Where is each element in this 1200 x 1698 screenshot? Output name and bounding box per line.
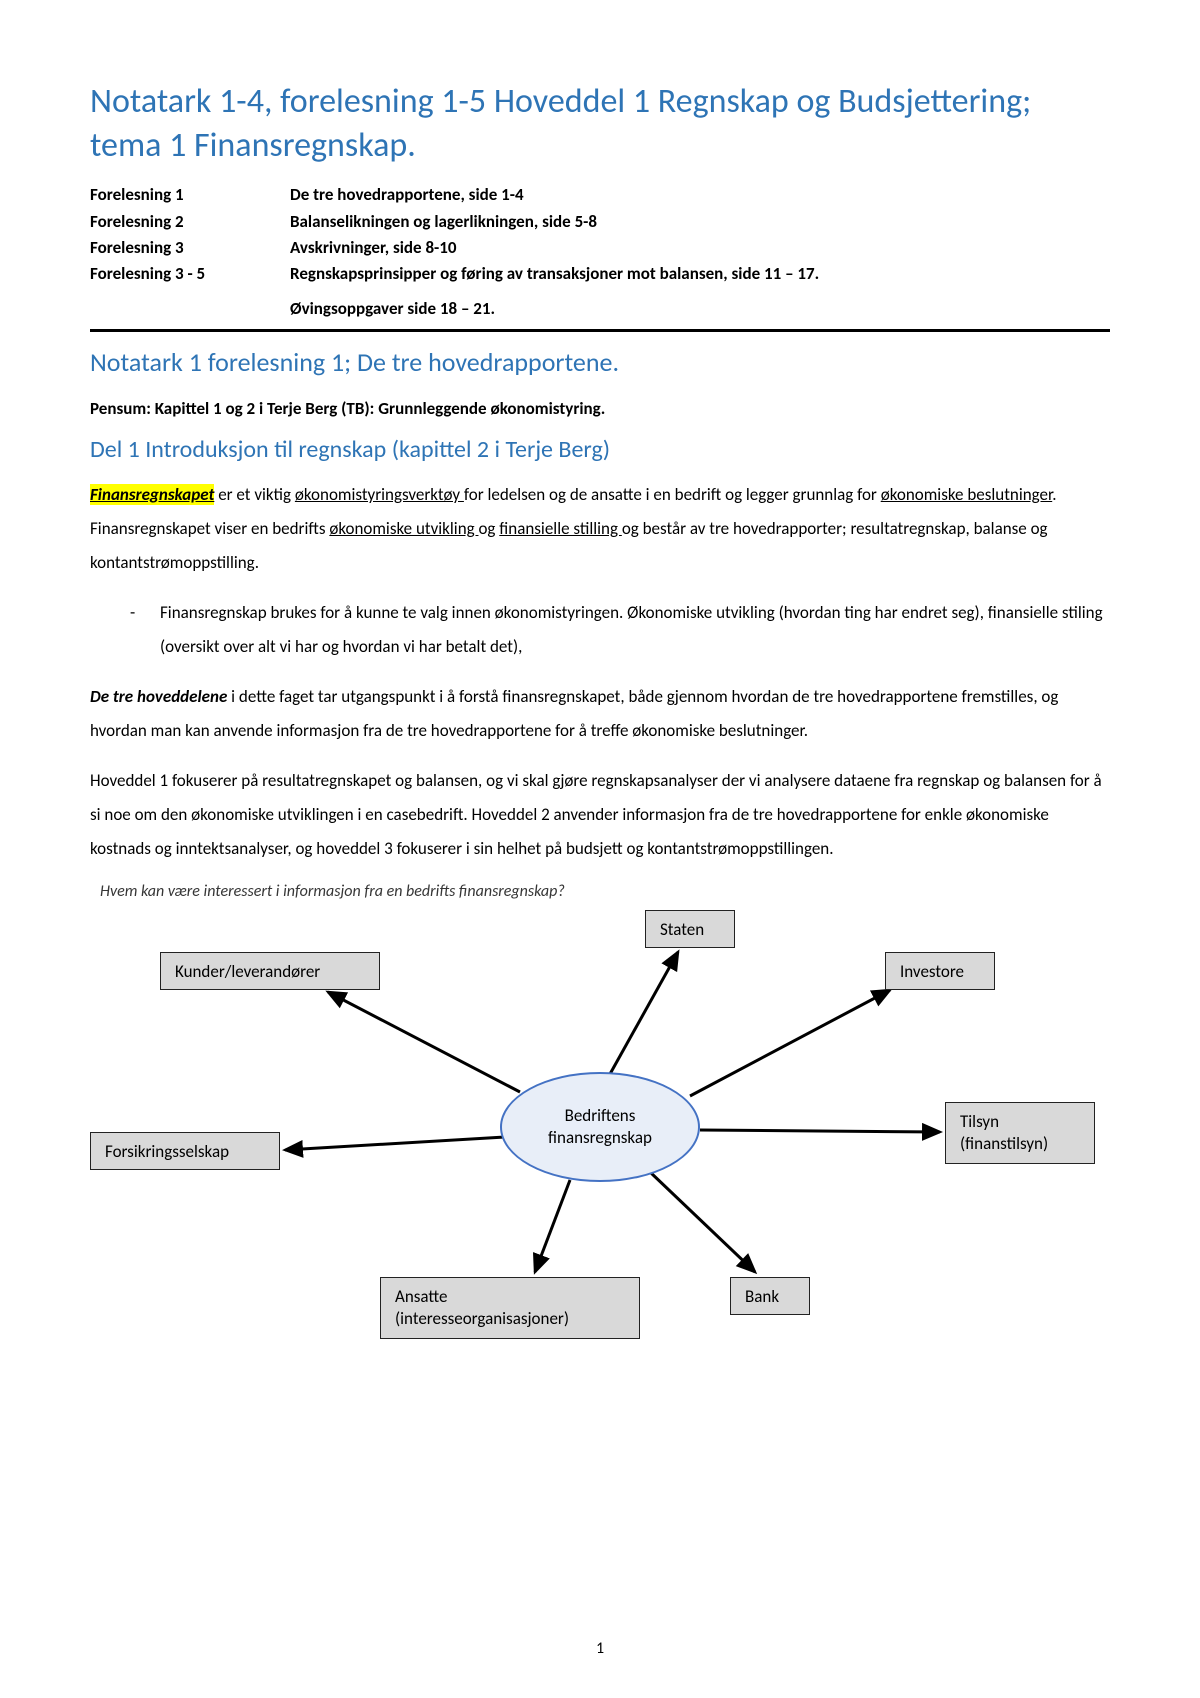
toc-row: Forelesning 3 - 5 Regnskapsprinsipper og… xyxy=(90,261,1110,287)
text: i dette faget tar utgangspunkt i å forst… xyxy=(90,686,1058,741)
toc-row: Forelesning 2 Balanselikningen og lagerl… xyxy=(90,209,1110,235)
diagram-node-kunder: Kunder/leverandører xyxy=(160,952,380,990)
toc-label: Forelesning 2 xyxy=(90,209,290,235)
underlined-term: økonomiske beslutninger xyxy=(881,484,1053,505)
paragraph-2: De tre hoveddelene i dette faget tar utg… xyxy=(90,680,1110,748)
bullet-marker: - xyxy=(130,596,160,664)
diagram-node-staten: Staten xyxy=(645,910,735,948)
pensum-line: Pensum: Kapittel 1 og 2 i Terje Berg (TB… xyxy=(90,398,1110,419)
diagram-center-node: Bedriftens finansregnskap xyxy=(500,1072,700,1182)
underlined-term: finansielle stilling xyxy=(499,518,622,539)
toc-label: Forelesning 3 - 5 xyxy=(90,261,290,287)
bullet-item: - Finansregnskap brukes for å kunne te v… xyxy=(90,596,1110,664)
text: for ledelsen og de ansatte i en bedrift … xyxy=(464,484,881,505)
page-number: 1 xyxy=(0,1639,1200,1658)
toc-label: Forelesning 1 xyxy=(90,182,290,208)
diagram-node-ansatte: Ansatte (interesseorganisasjoner) xyxy=(380,1277,640,1339)
underlined-term: økonomistyringsverktøy xyxy=(295,484,464,505)
del-title: Del 1 Introduksjon til regnskap (kapitte… xyxy=(90,435,1110,464)
toc-row: Forelesning 3 Avskrivninger, side 8-10 xyxy=(90,235,1110,261)
text: og xyxy=(478,518,499,539)
toc-desc: De tre hovedrapportene, side 1-4 xyxy=(290,182,1110,208)
toc-desc: Balanselikningen og lagerlikningen, side… xyxy=(290,209,1110,235)
underlined-term: økonomiske utvikling xyxy=(329,518,478,539)
bold-term: De tre hoveddelene xyxy=(90,686,227,707)
toc-desc: Regnskapsprinsipper og føring av transak… xyxy=(290,261,1110,287)
diagram-caption: Hvem kan være interessert i informasjon … xyxy=(100,882,565,901)
text: er et viktig xyxy=(214,484,295,505)
diagram-node-investore: Investore xyxy=(885,952,995,990)
diagram-node-bank: Bank xyxy=(730,1277,810,1315)
highlight-term: Finansregnskapet xyxy=(90,484,214,505)
section-subtitle: Notatark 1 forelesning 1; De tre hovedra… xyxy=(90,346,1110,378)
toc-desc: Avskrivninger, side 8-10 xyxy=(290,235,1110,261)
center-line1: Bedriftens xyxy=(565,1105,636,1127)
toc-label: Forelesning 3 xyxy=(90,235,290,261)
paragraph-3: Hoveddel 1 fokuserer på resultatregnskap… xyxy=(90,764,1110,866)
bullet-text: Finansregnskap brukes for å kunne te val… xyxy=(160,596,1110,664)
page-title: Notatark 1-4, forelesning 1-5 Hoveddel 1… xyxy=(90,80,1110,168)
diagram-node-forsikring: Forsikringsselskap xyxy=(90,1132,280,1170)
stakeholder-diagram: Hvem kan være interessert i informasjon … xyxy=(90,882,1110,1362)
divider xyxy=(90,329,1110,332)
toc-extra: Øvingsoppgaver side 18 – 21. xyxy=(290,298,1110,319)
diagram-node-tilsyn: Tilsyn (finanstilsyn) xyxy=(945,1102,1095,1164)
center-line2: finansregnskap xyxy=(548,1127,652,1149)
paragraph-1: Finansregnskapet er et viktig økonomisty… xyxy=(90,478,1110,580)
toc-row: Forelesning 1 De tre hovedrapportene, si… xyxy=(90,182,1110,208)
toc: Forelesning 1 De tre hovedrapportene, si… xyxy=(90,182,1110,318)
